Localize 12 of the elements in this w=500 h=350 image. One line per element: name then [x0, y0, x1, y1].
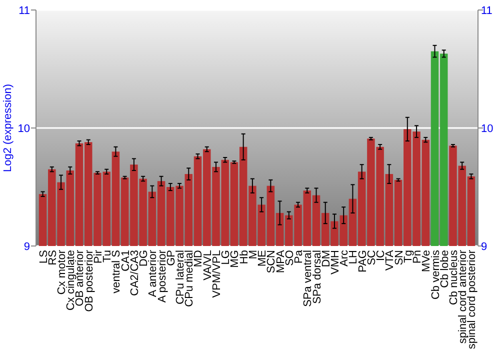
x-tick-label: MVe	[420, 250, 433, 272]
y-tick-label: 9	[24, 240, 30, 253]
x-tick-label: SO	[284, 250, 296, 266]
x-tick-label: RS	[46, 250, 59, 266]
y-axis-title: Log2 (expression)	[2, 84, 14, 172]
y-tick-label: 10	[18, 122, 30, 135]
x-tick-label: spinal cord posterior	[466, 250, 478, 350]
y-tick-label: 11	[18, 4, 30, 17]
x-tick-label: SCN	[266, 250, 278, 274]
y2-tick-label: 9	[481, 240, 488, 253]
y2-tick-label: 10	[481, 122, 494, 135]
y2-tick-label: 11	[481, 4, 492, 17]
